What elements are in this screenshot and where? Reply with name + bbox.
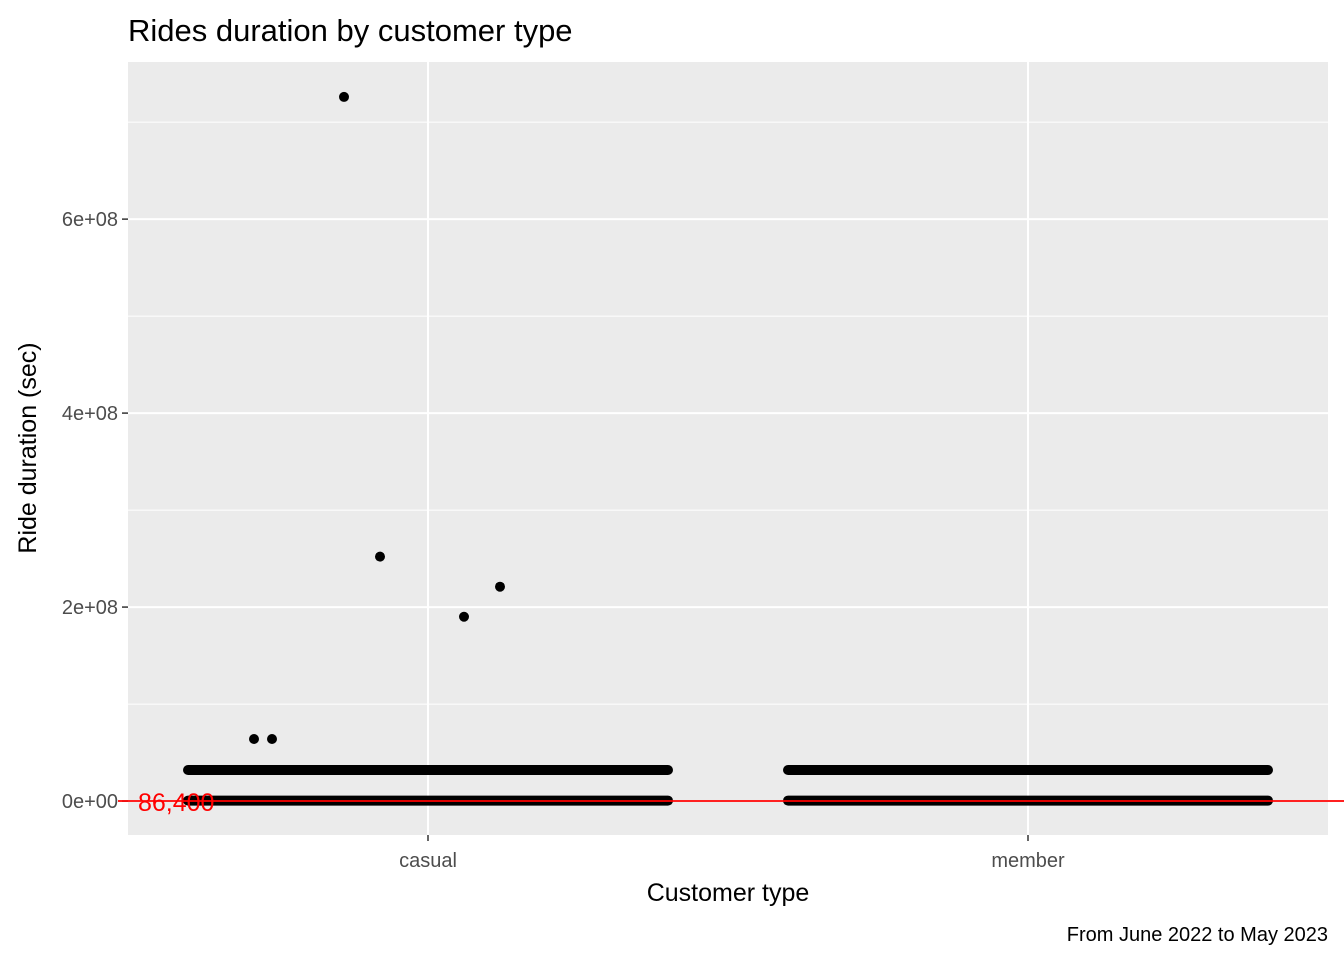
- data-point: [267, 733, 277, 744]
- y-tick-label: 2e+08: [62, 597, 118, 619]
- plot-area: 0e+00 2e+08 4e+08 6e+08 casual member 86,400: [62, 62, 1344, 872]
- data-point: [375, 551, 385, 562]
- y-tick-label: 0e+00: [62, 791, 118, 813]
- data-point: [339, 91, 349, 102]
- y-tick-label: 4e+08: [62, 403, 118, 425]
- data-point: [459, 611, 469, 622]
- x-tick-label: member: [991, 850, 1065, 872]
- x-axis-title: Customer type: [647, 879, 810, 907]
- x-tick-label: casual: [399, 850, 457, 872]
- chart-title: Rides duration by customer type: [128, 13, 573, 48]
- data-point: [249, 733, 259, 744]
- y-tick-label: 6e+08: [62, 209, 118, 231]
- data-point: [495, 581, 505, 592]
- plot-panel: [128, 62, 1328, 835]
- reference-line-label: 86,400: [138, 789, 214, 817]
- chart-caption: From June 2022 to May 2023: [1067, 924, 1328, 946]
- y-axis-title: Ride duration (sec): [14, 342, 42, 553]
